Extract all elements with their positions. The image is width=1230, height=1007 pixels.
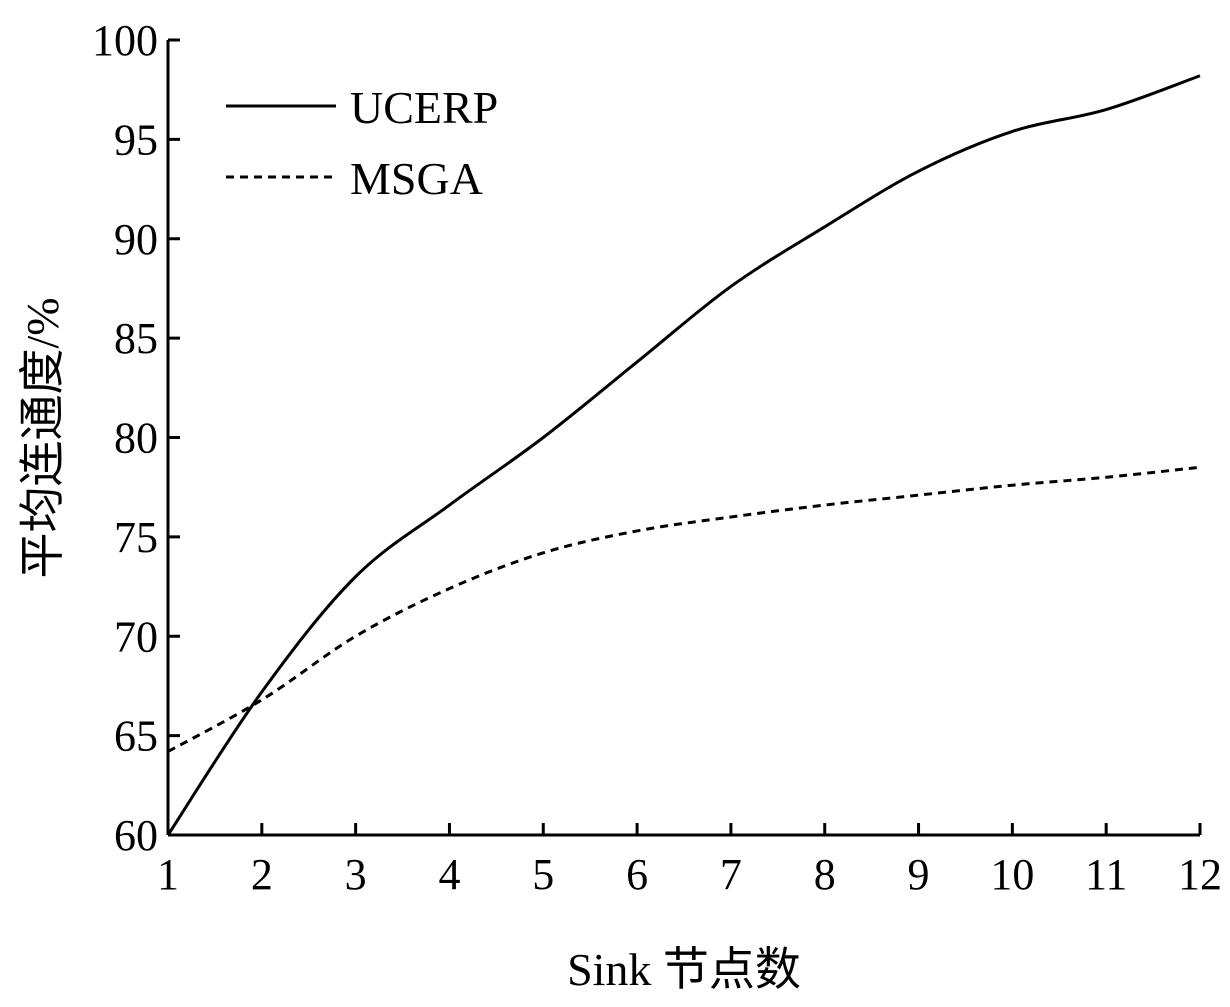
x-tick-label: 10 — [990, 850, 1034, 899]
x-tick-label: 3 — [345, 850, 367, 899]
x-tick-label: 1 — [157, 850, 179, 899]
series-line-msga — [167, 465, 1201, 753]
series-line-ucerp — [166, 74, 1201, 836]
y-axis-label: 平均连通度/% — [17, 297, 68, 578]
x-tick-label: 8 — [814, 850, 836, 899]
y-tick-label: 80 — [114, 414, 158, 463]
y-tick-label: 65 — [114, 712, 158, 761]
y-tick-label: 90 — [114, 215, 158, 264]
x-tick-label: 2 — [251, 850, 273, 899]
x-tick-label: 6 — [626, 850, 648, 899]
x-tick-label: 4 — [438, 850, 460, 899]
x-tick-label: 5 — [532, 850, 554, 899]
y-tick-label: 85 — [114, 314, 158, 363]
y-tick-label: 100 — [92, 16, 158, 65]
x-axis-label: Sink 节点数 — [567, 944, 801, 995]
y-tick-label: 95 — [114, 115, 158, 164]
y-tick-label: 70 — [114, 612, 158, 661]
series-group — [166, 74, 1201, 836]
x-tick-label: 12 — [1178, 850, 1222, 899]
x-tick-label: 11 — [1085, 850, 1127, 899]
x-tick-label: 9 — [908, 850, 930, 899]
y-tick-label: 75 — [114, 513, 158, 562]
legend-label-msga: MSGA — [350, 153, 483, 204]
x-tick-label: 7 — [720, 850, 742, 899]
legend-label-ucerp: UCERP — [350, 82, 498, 133]
y-tick-label: 60 — [114, 811, 158, 860]
legend: UCERP MSGA — [226, 82, 498, 204]
